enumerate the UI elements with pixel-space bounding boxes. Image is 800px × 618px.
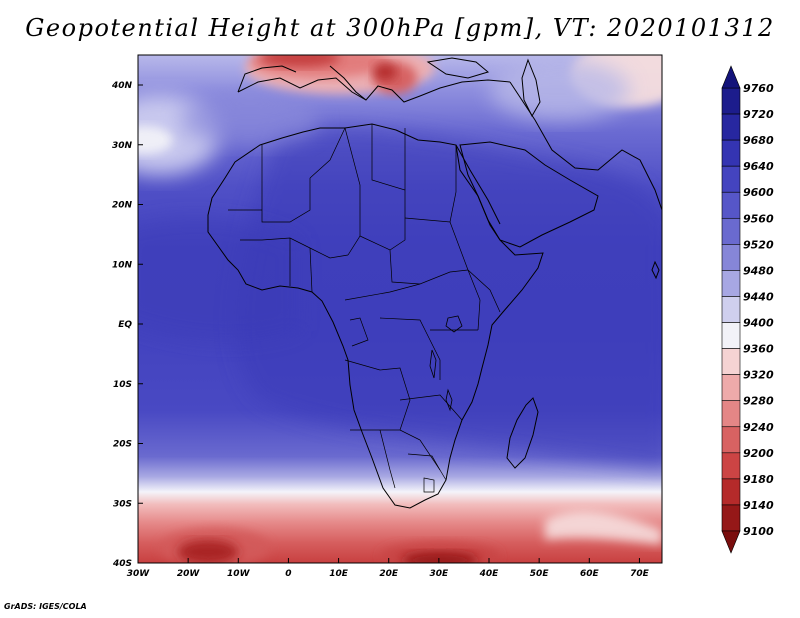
colorbar-label: 9640 bbox=[743, 160, 774, 173]
colorbar-segment bbox=[721, 322, 741, 349]
lat-tick-label: 20N bbox=[112, 201, 133, 211]
colorbar-segment bbox=[721, 270, 741, 297]
black-sea-outline bbox=[426, 57, 490, 79]
lat-tick-label: EQ bbox=[118, 320, 132, 330]
colorbar-segment bbox=[721, 400, 741, 428]
asia-coast bbox=[509, 81, 662, 211]
italy-outline bbox=[329, 65, 367, 101]
colorbar-segment bbox=[721, 217, 741, 245]
geopotential-field bbox=[138, 55, 662, 563]
colorbar-label: 9280 bbox=[743, 395, 774, 408]
latitude-axis: 40N 30N 20N 10N EQ 10S 20S 30S 40S bbox=[111, 81, 143, 569]
colorbar: 9760 9720 9680 9640 9600 9560 9520 9480 9440 9400… bbox=[721, 65, 774, 554]
lon-tick-label: 30W bbox=[127, 569, 151, 579]
longitude-axis: 30W 20W 10W 0 10E 20E 30E 40E 50E 60E 70E bbox=[127, 558, 650, 579]
lat-tick-label: 10S bbox=[113, 380, 132, 390]
lat-tick-label: 30N bbox=[112, 141, 133, 151]
colorbar-label: 9320 bbox=[743, 369, 774, 382]
lon-tick-label: 20E bbox=[379, 569, 399, 579]
lon-tick-label: 40E bbox=[479, 569, 500, 579]
colorbar-label: 9200 bbox=[743, 447, 774, 460]
lat-tick-label: 30S bbox=[113, 499, 132, 509]
colorbar-segment bbox=[721, 139, 741, 167]
lon-tick-label: 30E bbox=[430, 569, 450, 579]
lon-tick-label: 10W bbox=[227, 569, 251, 579]
colorbar-label: 9520 bbox=[743, 238, 774, 251]
colorbar-segment bbox=[721, 374, 741, 402]
lon-tick-label: 50E bbox=[530, 569, 550, 579]
colorbar-label: 9440 bbox=[743, 290, 774, 303]
colorbar-segment bbox=[721, 191, 741, 219]
lat-tick-label: 20S bbox=[113, 440, 132, 450]
map-title: Geopotential Height at 300hPa [gpm], VT:… bbox=[25, 14, 775, 42]
colorbar-segment bbox=[721, 478, 741, 506]
madagascar-outline bbox=[506, 397, 539, 469]
lon-tick-label: 20W bbox=[177, 569, 201, 579]
lakes bbox=[429, 315, 463, 412]
colorbar-segment bbox=[721, 452, 741, 480]
colorbar-segment bbox=[721, 426, 741, 454]
colorbar-segment bbox=[721, 296, 741, 323]
lat-tick-label: 40N bbox=[111, 81, 133, 91]
colorbar-segment bbox=[721, 348, 741, 375]
red-sea-line bbox=[455, 144, 501, 225]
iberia-outline bbox=[237, 65, 297, 93]
coastlines bbox=[207, 57, 662, 509]
colorbar-label: 9760 bbox=[743, 82, 774, 95]
colorbar-segment bbox=[721, 87, 741, 115]
colorbar-label: 9480 bbox=[743, 264, 774, 277]
lat-tick-label: 40S bbox=[112, 559, 132, 569]
colorbar-segment bbox=[721, 244, 741, 271]
lon-tick-label: 10E bbox=[329, 569, 349, 579]
colorbar-label: 9400 bbox=[743, 317, 774, 330]
lon-tick-label: 70E bbox=[630, 569, 650, 579]
colorbar-segment bbox=[721, 113, 741, 141]
colorbar-label: 9360 bbox=[743, 343, 774, 356]
colorbar-label: 9140 bbox=[743, 499, 774, 512]
colorbar-label: 9180 bbox=[743, 473, 774, 486]
arabia-outline bbox=[459, 141, 599, 248]
colorbar-label: 9240 bbox=[743, 421, 774, 434]
colorbar-label: 9680 bbox=[743, 134, 774, 147]
colorbar-label: 9100 bbox=[743, 525, 774, 538]
colorbar-label: 9720 bbox=[743, 108, 774, 121]
country-borders bbox=[228, 124, 501, 493]
lon-tick-label: 60E bbox=[580, 569, 600, 579]
colorbar-segment bbox=[721, 165, 741, 193]
colorbar-segment bbox=[721, 504, 741, 532]
europe-coast bbox=[237, 77, 511, 103]
colorbar-label: 9560 bbox=[743, 212, 774, 225]
lat-tick-label: 10N bbox=[112, 260, 133, 270]
srilanka-outline bbox=[651, 260, 660, 280]
lon-tick-label: 0 bbox=[285, 569, 291, 579]
colorbar-label: 9600 bbox=[743, 186, 774, 199]
plot-frame bbox=[137, 54, 663, 564]
colorbar-bottom-arrow bbox=[721, 530, 741, 554]
grads-credit: GrADS: IGES/COLA bbox=[4, 602, 87, 611]
colorbar-top-arrow bbox=[721, 65, 741, 89]
